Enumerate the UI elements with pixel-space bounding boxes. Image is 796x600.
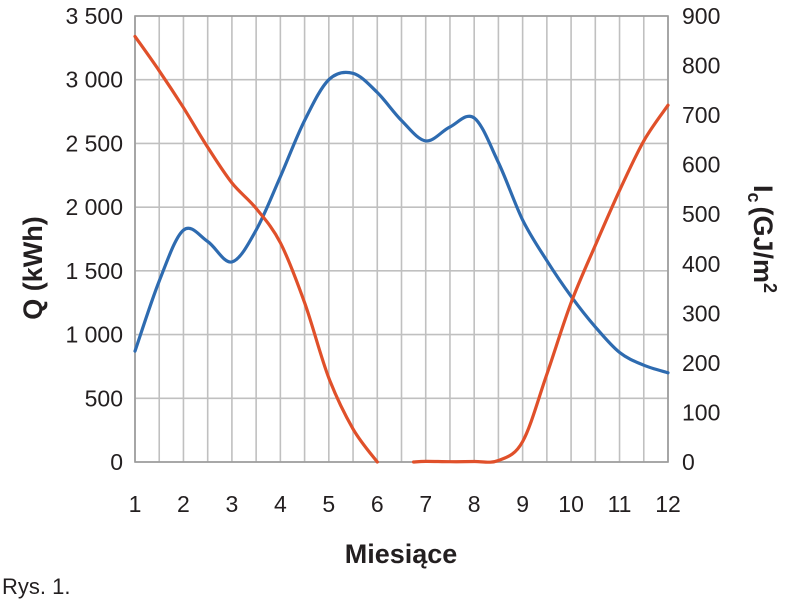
x-axis-ticks: 1 2 3 4 5 6 7 8 9 10 11 12 — [129, 491, 681, 517]
y-left-tick-label: 1 500 — [65, 258, 123, 284]
x-tick-label: 10 — [558, 491, 584, 517]
x-tick-label: 4 — [274, 491, 287, 517]
y-right-title-superscript: 2 — [760, 283, 780, 293]
y-right-tick-label: 0 — [682, 449, 695, 475]
y-right-tick-label: 800 — [682, 53, 720, 79]
x-axis-title: Miesiące — [345, 539, 458, 569]
y-left-tick-label: 0 — [110, 449, 123, 475]
y-left-axis-title: Q (kWh) — [18, 216, 48, 319]
y-right-tick-label: 400 — [682, 251, 720, 277]
y-left-tick-label: 500 — [85, 385, 123, 411]
x-tick-label: 2 — [177, 491, 190, 517]
x-tick-label: 12 — [655, 491, 681, 517]
y-right-axis-title: Ic (GJ/m2 — [744, 185, 780, 293]
x-tick-label: 6 — [371, 491, 384, 517]
x-tick-label: 11 — [608, 491, 632, 517]
x-tick-label: 7 — [419, 491, 432, 517]
series-line — [133, 70, 670, 375]
y-right-tick-label: 900 — [682, 3, 720, 29]
x-tick-label: 9 — [516, 491, 529, 517]
x-tick-label: 3 — [226, 491, 239, 517]
y-right-tick-label: 100 — [682, 399, 720, 425]
figure-caption: Rys. 1. — [2, 574, 71, 599]
y-right-tick-label: 300 — [682, 300, 720, 326]
series — [133, 34, 670, 464]
x-tick-label: 5 — [322, 491, 335, 517]
x-tick-label: 1 — [129, 491, 142, 517]
y-left-tick-label: 3 500 — [65, 3, 123, 29]
y-right-tick-label: 500 — [682, 201, 720, 227]
series-line — [133, 34, 379, 464]
chart: 0 500 1 000 1 500 2 000 2 500 3 000 3 500 0 100 2… — [18, 3, 780, 569]
y-right-tick-label: 200 — [682, 350, 720, 376]
y-left-tick-label: 2 000 — [65, 194, 123, 220]
y-right-title-symbol: I — [748, 185, 778, 193]
series-line — [412, 103, 670, 464]
plot-frame — [134, 15, 669, 463]
y-left-tick-label: 3 000 — [65, 67, 123, 93]
x-tick-label: 8 — [468, 491, 481, 517]
right-axis-ticks: 0 100 200 300 400 500 600 700 800 900 — [682, 3, 720, 475]
y-right-title-subscript: c — [744, 192, 764, 202]
y-right-title-unit: (GJ/m — [748, 206, 778, 283]
left-axis-ticks: 0 500 1 000 1 500 2 000 2 500 3 000 3 500 — [65, 3, 123, 475]
y-right-tick-label: 700 — [682, 102, 720, 128]
grid — [134, 15, 669, 463]
y-left-tick-label: 2 500 — [65, 130, 123, 156]
y-right-tick-label: 600 — [682, 152, 720, 178]
y-left-tick-label: 1 000 — [65, 322, 123, 348]
